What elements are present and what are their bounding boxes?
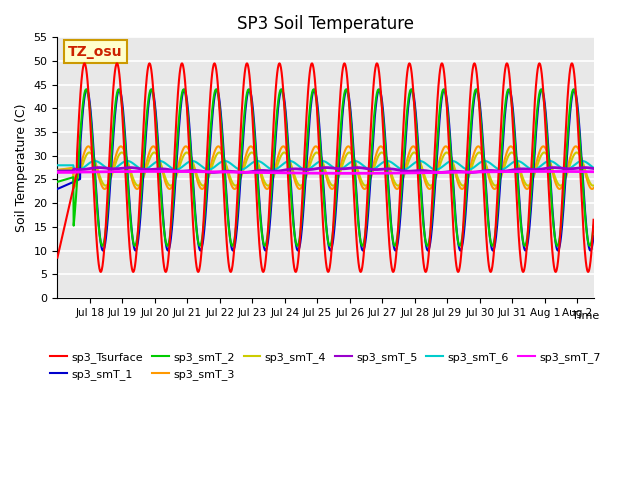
Legend: sp3_Tsurface, sp3_smT_1, sp3_smT_2, sp3_smT_3, sp3_smT_4, sp3_smT_5, sp3_smT_6, : sp3_Tsurface, sp3_smT_1, sp3_smT_2, sp3_… bbox=[46, 348, 605, 384]
Line: sp3_Tsurface: sp3_Tsurface bbox=[58, 63, 593, 272]
sp3_Tsurface bbox=[548, 243, 556, 249]
sp3_Tsurface bbox=[584, 269, 592, 275]
sp3_smT_6 bbox=[589, 165, 597, 171]
sp3_smT_7 bbox=[54, 169, 61, 175]
sp3_smT_7 bbox=[346, 170, 353, 176]
sp3_Tsurface bbox=[259, 267, 266, 273]
sp3_smT_6 bbox=[259, 160, 266, 166]
sp3_smT_5 bbox=[209, 169, 216, 175]
sp3_smT_3 bbox=[472, 145, 480, 151]
sp3_smT_1 bbox=[467, 127, 475, 132]
sp3_smT_3 bbox=[54, 167, 61, 173]
sp3_smT_7 bbox=[286, 170, 294, 176]
sp3_smT_1 bbox=[424, 248, 432, 253]
sp3_smT_5 bbox=[54, 168, 61, 174]
Line: sp3_smT_3: sp3_smT_3 bbox=[58, 146, 593, 189]
sp3_smT_2 bbox=[286, 173, 294, 179]
sp3_Tsurface bbox=[472, 64, 479, 70]
Line: sp3_smT_7: sp3_smT_7 bbox=[58, 171, 593, 173]
sp3_smT_5 bbox=[259, 168, 266, 173]
sp3_smT_4 bbox=[548, 167, 556, 172]
Line: sp3_smT_5: sp3_smT_5 bbox=[58, 168, 593, 172]
Text: Time: Time bbox=[572, 311, 599, 321]
sp3_smT_5 bbox=[548, 165, 556, 170]
sp3_smT_2 bbox=[467, 126, 474, 132]
sp3_smT_7 bbox=[589, 169, 597, 175]
sp3_smT_2 bbox=[548, 213, 556, 218]
Title: SP3 Soil Temperature: SP3 Soil Temperature bbox=[237, 15, 414, 33]
sp3_smT_4 bbox=[589, 183, 597, 189]
Line: sp3_smT_2: sp3_smT_2 bbox=[58, 89, 593, 246]
sp3_smT_2 bbox=[589, 223, 597, 228]
sp3_smT_1 bbox=[589, 233, 597, 239]
sp3_smT_6 bbox=[253, 158, 261, 164]
Y-axis label: Soil Temperature (C): Soil Temperature (C) bbox=[15, 103, 28, 232]
sp3_smT_7 bbox=[259, 169, 266, 175]
sp3_smT_3 bbox=[548, 169, 556, 175]
sp3_smT_1 bbox=[259, 233, 266, 239]
sp3_smT_3 bbox=[589, 185, 597, 191]
sp3_Tsurface bbox=[286, 207, 294, 213]
sp3_smT_2 bbox=[259, 234, 266, 240]
sp3_Tsurface bbox=[54, 255, 61, 261]
sp3_smT_4 bbox=[54, 167, 61, 173]
sp3_smT_2 bbox=[488, 243, 496, 249]
sp3_smT_3 bbox=[129, 179, 136, 184]
sp3_smT_2 bbox=[54, 179, 61, 185]
sp3_smT_7 bbox=[541, 168, 548, 174]
sp3_smT_7 bbox=[472, 169, 480, 175]
Text: TZ_osu: TZ_osu bbox=[68, 45, 123, 59]
sp3_Tsurface bbox=[129, 268, 136, 274]
sp3_smT_1 bbox=[286, 166, 294, 171]
sp3_smT_4 bbox=[472, 152, 480, 158]
sp3_smT_4 bbox=[259, 173, 266, 179]
sp3_smT_1 bbox=[440, 86, 448, 92]
sp3_smT_7 bbox=[129, 168, 136, 174]
sp3_smT_7 bbox=[548, 168, 556, 174]
sp3_smT_6 bbox=[472, 163, 480, 168]
Line: sp3_smT_6: sp3_smT_6 bbox=[58, 161, 593, 169]
sp3_smT_6 bbox=[548, 159, 556, 165]
sp3_smT_2 bbox=[472, 86, 480, 92]
sp3_Tsurface bbox=[467, 87, 474, 93]
sp3_smT_5 bbox=[472, 169, 480, 175]
sp3_smT_4 bbox=[129, 174, 136, 180]
sp3_smT_6 bbox=[467, 166, 475, 172]
sp3_smT_2 bbox=[129, 236, 136, 241]
sp3_smT_5 bbox=[467, 169, 475, 175]
sp3_smT_1 bbox=[472, 87, 480, 93]
sp3_smT_2 bbox=[472, 87, 479, 93]
sp3_smT_1 bbox=[548, 208, 556, 214]
Line: sp3_smT_1: sp3_smT_1 bbox=[58, 89, 593, 251]
sp3_smT_3 bbox=[467, 160, 475, 166]
sp3_smT_5 bbox=[353, 165, 361, 170]
sp3_smT_4 bbox=[287, 160, 294, 166]
sp3_smT_5 bbox=[589, 166, 597, 171]
sp3_smT_3 bbox=[259, 178, 266, 183]
sp3_smT_3 bbox=[344, 144, 352, 149]
sp3_smT_3 bbox=[286, 158, 294, 164]
sp3_smT_5 bbox=[129, 165, 136, 170]
sp3_Tsurface bbox=[568, 60, 576, 66]
sp3_smT_6 bbox=[54, 162, 61, 168]
sp3_smT_5 bbox=[286, 166, 294, 172]
sp3_smT_1 bbox=[129, 235, 136, 241]
sp3_smT_6 bbox=[287, 158, 294, 164]
sp3_smT_6 bbox=[129, 160, 136, 166]
sp3_smT_4 bbox=[467, 166, 475, 171]
sp3_smT_4 bbox=[280, 150, 288, 156]
sp3_smT_1 bbox=[54, 186, 61, 192]
sp3_smT_6 bbox=[269, 167, 277, 172]
sp3_smT_4 bbox=[264, 183, 272, 189]
Line: sp3_smT_4: sp3_smT_4 bbox=[58, 153, 593, 186]
sp3_Tsurface bbox=[589, 217, 597, 223]
sp3_smT_7 bbox=[467, 169, 475, 175]
sp3_smT_3 bbox=[328, 186, 336, 192]
